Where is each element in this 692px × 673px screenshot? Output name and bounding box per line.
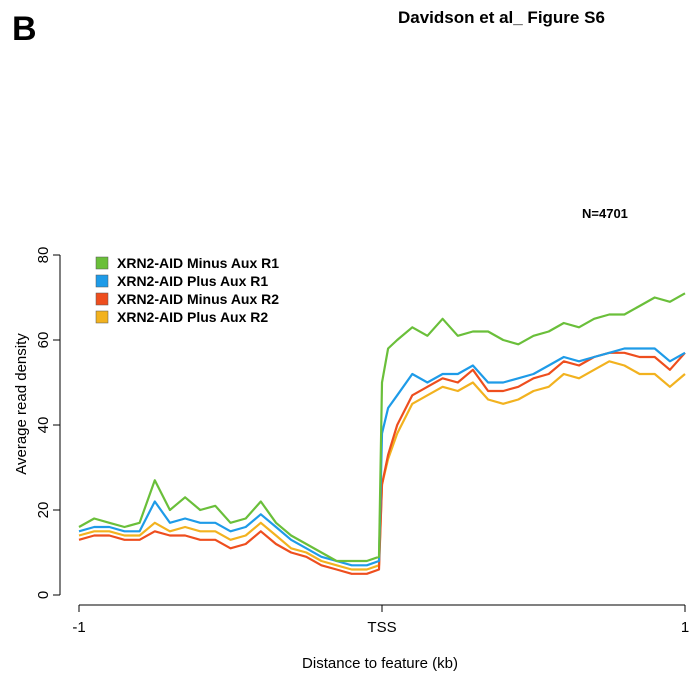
legend-label: XRN2-AID Plus Aux R2 [117,309,268,325]
y-tick-label: 0 [35,591,52,599]
legend-swatch [95,310,109,324]
y-axis-title: Average read density [13,333,30,475]
figure-title: Davidson et al_ Figure S6 [398,8,605,27]
series-line-1 [78,292,686,563]
y-tick-label: 80 [35,247,52,264]
legend: XRN2-AID Minus Aux R1 XRN2-AID Plus Aux R… [95,255,279,325]
x-tick-label: TSS [367,619,396,636]
y-tick-label: 60 [35,332,52,349]
x-axis-title: Distance to feature (kb) [302,655,458,672]
legend-swatch [95,274,109,288]
legend-swatch [95,292,109,306]
series-line-3 [78,351,686,575]
sample-count-annotation: N=4701 [582,206,628,221]
legend-swatch [95,256,109,270]
series-layer [78,292,686,575]
legend-label: XRN2-AID Minus Aux R2 [117,291,279,307]
x-tick-label: 1 [681,619,689,636]
y-tick-label: 20 [35,502,52,519]
legend-label: XRN2-AID Minus Aux R1 [117,255,279,271]
axes: 0 20 40 60 80 -1 TSS 1 [35,247,689,636]
y-tick-label: 40 [35,417,52,434]
panel-label: B [12,10,37,48]
x-tick-label: -1 [72,619,85,636]
legend-label: XRN2-AID Plus Aux R1 [117,273,268,289]
